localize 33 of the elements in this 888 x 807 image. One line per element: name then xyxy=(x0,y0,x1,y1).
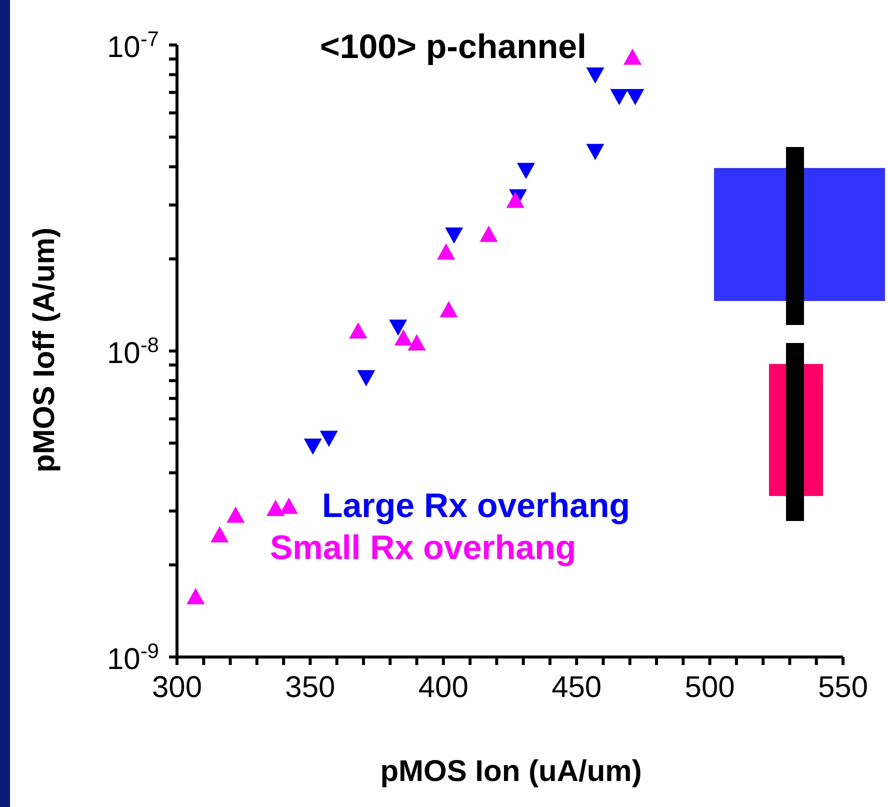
point xyxy=(226,506,245,523)
point xyxy=(186,588,205,604)
point xyxy=(349,322,368,338)
x-axis-title: pMOS Ion (uA/um) xyxy=(379,755,643,789)
point xyxy=(445,227,464,244)
point xyxy=(408,334,426,350)
point xyxy=(586,144,604,160)
point xyxy=(280,498,298,514)
point xyxy=(586,67,604,84)
point xyxy=(304,438,322,455)
point xyxy=(394,329,412,346)
point xyxy=(389,320,408,336)
point xyxy=(610,89,628,106)
x-tick-label: 550 xyxy=(818,671,868,704)
point xyxy=(266,500,285,516)
point xyxy=(437,243,456,260)
x-tick-label: 350 xyxy=(285,671,336,704)
x-tick-label: 500 xyxy=(684,671,735,704)
point xyxy=(440,301,458,318)
series-label: Large Rx overhang xyxy=(322,486,631,527)
point xyxy=(357,370,376,386)
y-tick-label: 10$^{-7}$ xyxy=(106,28,159,64)
series-label: Small Rx overhang xyxy=(270,528,578,569)
chart-title: <100> p-channel xyxy=(320,28,586,67)
point xyxy=(210,526,229,542)
y-tick-label: 10$^{-8}$ xyxy=(106,334,159,370)
point xyxy=(626,89,644,106)
point xyxy=(516,162,535,180)
x-tick-label: 400 xyxy=(418,671,468,704)
y-axis-title: pMOS Ioff (A/um) xyxy=(28,228,62,472)
x-tick-label: 450 xyxy=(552,671,602,704)
point xyxy=(480,226,498,242)
point xyxy=(320,430,338,447)
